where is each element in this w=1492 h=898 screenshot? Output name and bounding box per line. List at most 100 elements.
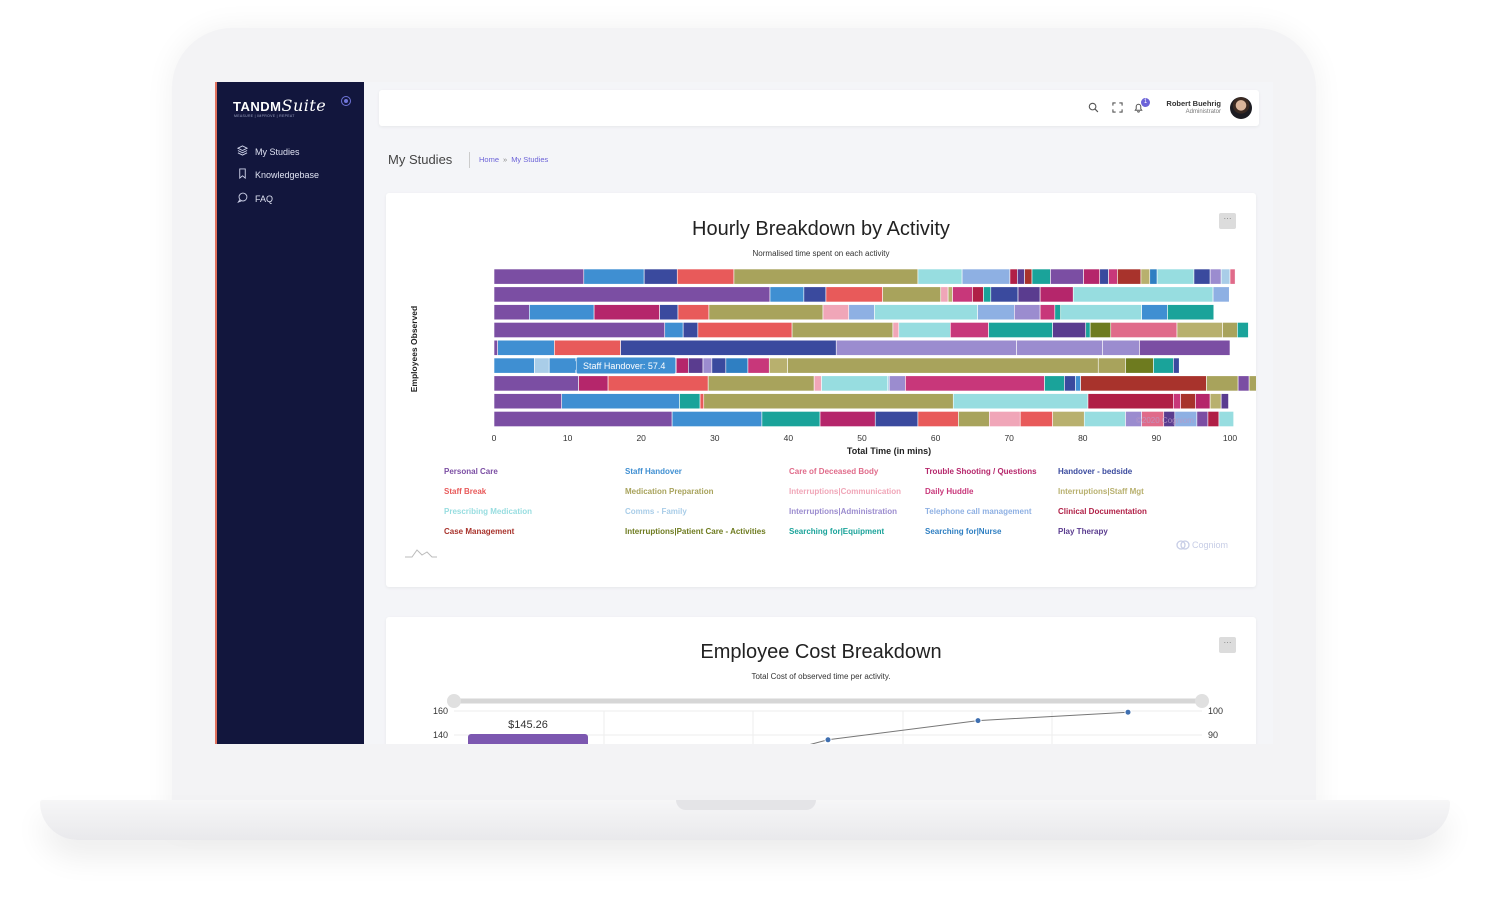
bar-segment[interactable] [874,411,919,427]
bar-segment[interactable] [493,357,535,374]
bar-segment[interactable] [1052,322,1087,338]
legend-item[interactable]: Prescribing Medication [444,507,533,516]
breadcrumb-current[interactable]: My Studies [511,155,549,164]
bar-segment[interactable] [1176,322,1223,338]
bar-segment[interactable] [1016,339,1103,356]
legend-item[interactable]: Daily Huddle [925,487,974,496]
bar-segment[interactable] [1075,375,1081,392]
bar-segment[interactable] [688,357,704,374]
bar-segment[interactable] [1139,339,1231,356]
legend-item[interactable]: Interruptions|Staff Mgt [1058,487,1144,496]
bar-segment[interactable] [708,304,824,321]
bar-segment[interactable] [1196,411,1209,427]
bar-segment[interactable] [977,304,1015,321]
bar-segment[interactable] [620,339,837,356]
bell-icon[interactable] [1133,102,1144,116]
bar-segment[interactable] [989,411,1021,427]
bar-segment[interactable] [988,322,1053,338]
bar-segment[interactable] [874,304,978,321]
bar-segment[interactable] [1017,286,1041,303]
bar-segment[interactable] [1050,268,1084,285]
bar-segment[interactable] [947,286,953,303]
bar-segment[interactable] [1229,268,1236,285]
bar-segment[interactable] [1248,375,1256,392]
bar-segment[interactable] [493,411,673,427]
bar-segment[interactable] [791,322,894,338]
bar-segment[interactable] [679,393,701,410]
bar-segment[interactable] [1052,411,1085,427]
legend-item[interactable]: Telephone call management [925,507,1032,516]
bar-segment[interactable] [1140,268,1151,285]
line-point[interactable] [824,736,832,744]
legend-item[interactable]: Handover - bedside [1058,467,1133,476]
bar-segment[interactable] [702,357,713,374]
bar-segment[interactable] [898,322,951,338]
bar-segment[interactable] [578,375,609,392]
legend-item[interactable]: Case Management [444,527,515,536]
search-icon[interactable] [1088,102,1099,116]
legend-item[interactable]: Trouble Shooting / Questions [925,467,1037,476]
legend-item[interactable]: Searching for|Equipment [789,527,885,536]
bar-segment[interactable] [711,357,727,374]
line-point[interactable] [1124,708,1132,716]
sidebar-item-knowledgebase[interactable]: Knowledgebase [235,164,319,188]
bar-segment[interactable] [1064,375,1076,392]
bar-segment[interactable] [825,286,883,303]
app-logo[interactable]: TANDMSuite [233,96,326,115]
bar-segment[interactable] [593,304,660,321]
legend-item[interactable]: Care of Deceased Body [789,467,879,476]
legend-item[interactable]: Searching for|Nurse [925,527,1002,536]
bar-segment[interactable] [882,286,942,303]
legend-item[interactable]: Comms - Family [625,507,687,516]
bar-segment[interactable] [958,411,990,427]
bar-segment[interactable] [493,286,771,303]
bar-segment[interactable] [1089,322,1112,338]
bar-segment[interactable] [1108,268,1118,285]
bar-segment[interactable] [534,357,550,374]
legend-item[interactable]: Staff Break [444,487,487,496]
bar-segment[interactable] [697,322,793,338]
bar-segment[interactable] [1014,304,1041,321]
bar-segment[interactable] [917,268,963,285]
bar-segment[interactable] [707,375,815,392]
bar-segment[interactable] [1039,286,1074,303]
bar-segment[interactable] [493,268,585,285]
bar-segment[interactable] [1085,322,1091,338]
bar-segment[interactable] [1220,268,1231,285]
bar-segment[interactable] [1060,304,1142,321]
legend-item[interactable]: Interruptions|Patient Care - Activities [625,527,766,536]
bar-segment[interactable] [1237,375,1250,392]
bar-segment[interactable] [952,286,973,303]
bar-segment[interactable] [905,375,1045,392]
bar-segment[interactable] [1195,393,1211,410]
bar-segment[interactable] [493,375,579,392]
bar-segment[interactable] [1080,375,1207,392]
bar-segment[interactable] [725,357,749,374]
bar-segment[interactable] [1097,357,1126,374]
bar-segment[interactable] [493,322,666,338]
bar-segment[interactable] [676,268,735,285]
bar-segment[interactable] [1083,411,1126,427]
fullscreen-icon[interactable] [1112,102,1123,116]
legend-item[interactable]: Medication Preparation [625,487,714,496]
bar-segment[interactable] [1207,411,1220,427]
bar-segment[interactable] [990,286,1019,303]
range-slider-handle-left[interactable] [447,694,461,708]
bar-segment[interactable] [1180,393,1196,410]
bar-segment[interactable] [529,304,595,321]
bar-segment[interactable] [1222,322,1238,338]
bar-segment[interactable] [671,411,763,427]
bar-segment[interactable] [819,411,876,427]
bar-segment[interactable] [1024,268,1033,285]
bar-segment[interactable] [747,357,770,374]
chart-menu-button[interactable]: ··· [1219,637,1236,653]
legend-item[interactable]: Staff Handover [625,467,682,476]
sidebar-item-faq[interactable]: FAQ [235,187,319,211]
user-name[interactable]: Robert Buehrig [1166,99,1221,108]
bar-segment[interactable] [940,286,949,303]
bar-segment[interactable] [1044,375,1065,392]
bar-segment[interactable] [493,393,563,410]
legend-item[interactable]: Clinical Documentation [1058,507,1147,516]
bar-segment[interactable] [950,322,989,338]
bar-segment[interactable] [1209,268,1222,285]
